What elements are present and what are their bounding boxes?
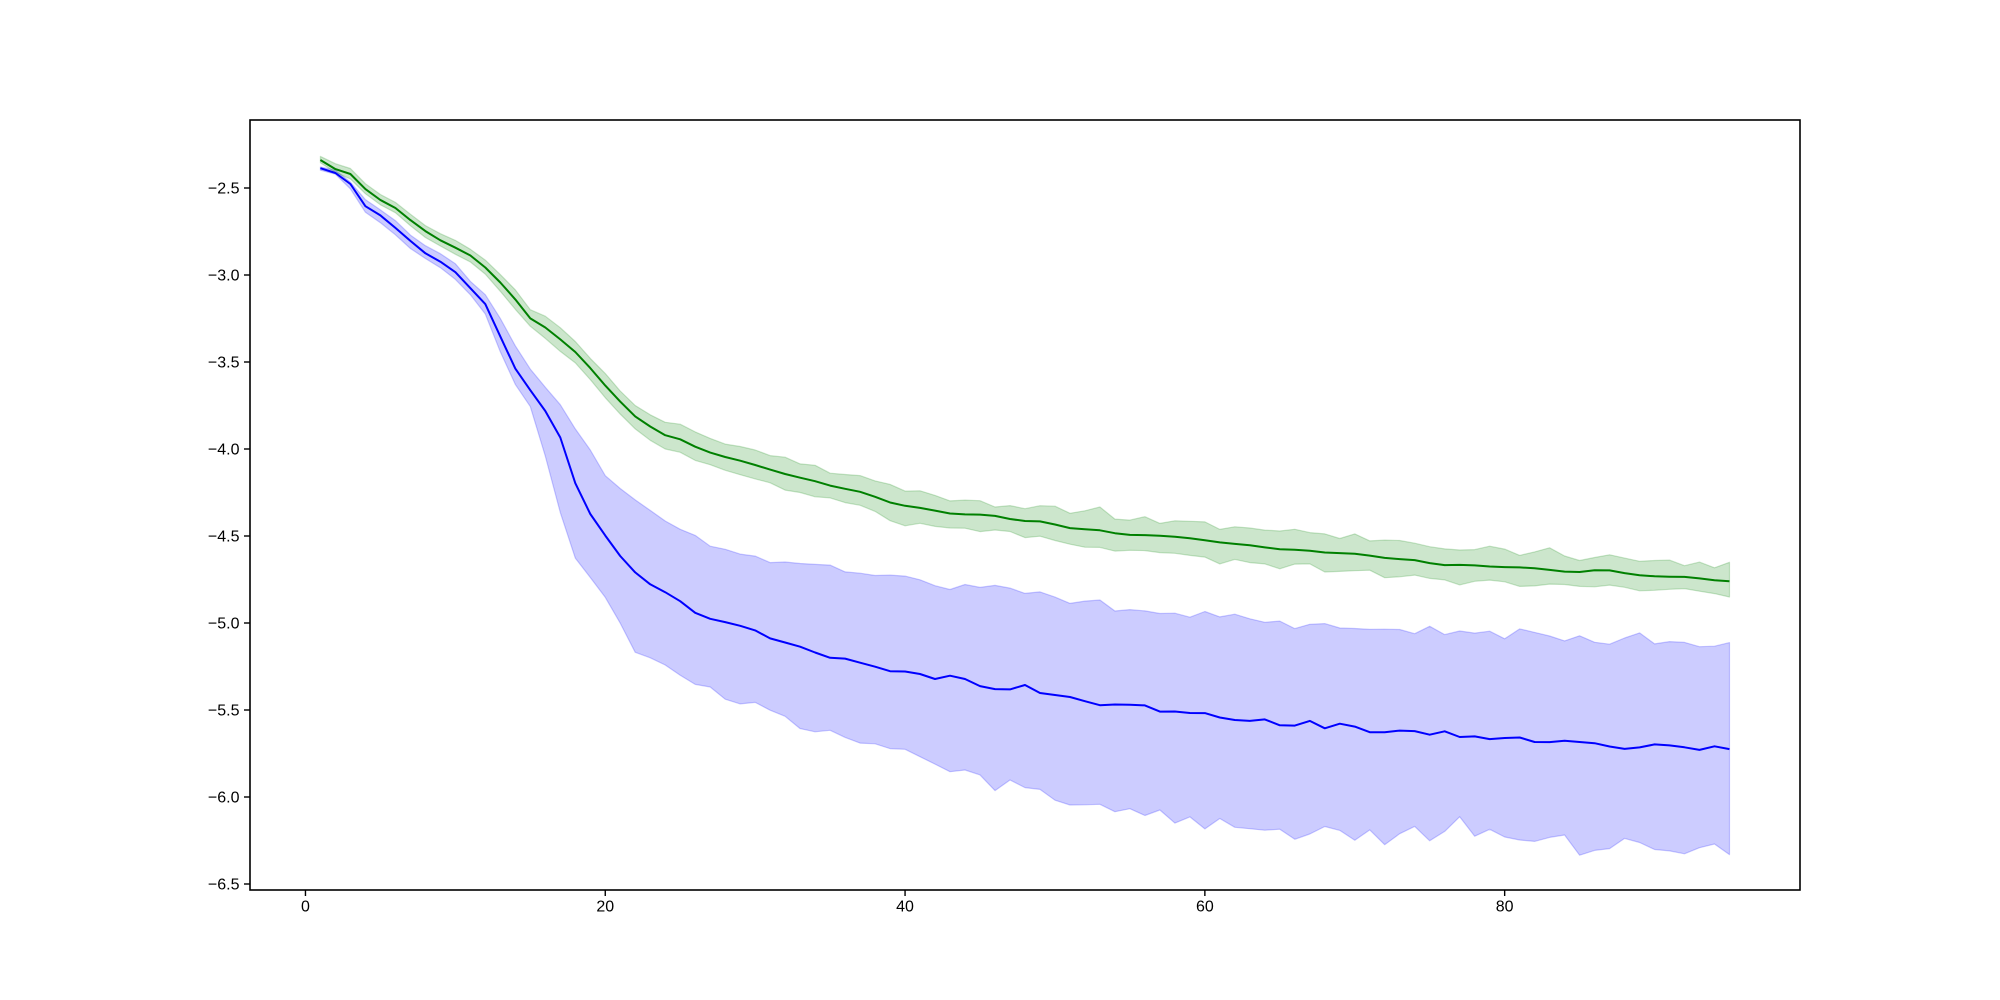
- svg-text:40: 40: [896, 899, 914, 916]
- svg-text:0: 0: [301, 899, 310, 916]
- svg-text:60: 60: [1196, 899, 1214, 916]
- svg-text:80: 80: [1496, 899, 1514, 916]
- svg-text:−4.5: −4.5: [208, 529, 240, 546]
- svg-text:−6.0: −6.0: [208, 790, 240, 807]
- svg-text:−2.5: −2.5: [208, 181, 240, 198]
- svg-text:−4.0: −4.0: [208, 442, 240, 459]
- svg-text:−3.5: −3.5: [208, 355, 240, 372]
- svg-text:−5.5: −5.5: [208, 703, 240, 720]
- svg-text:−3.0: −3.0: [208, 268, 240, 285]
- svg-text:−5.0: −5.0: [208, 616, 240, 633]
- svg-text:20: 20: [596, 899, 614, 916]
- svg-text:−6.5: −6.5: [208, 877, 240, 894]
